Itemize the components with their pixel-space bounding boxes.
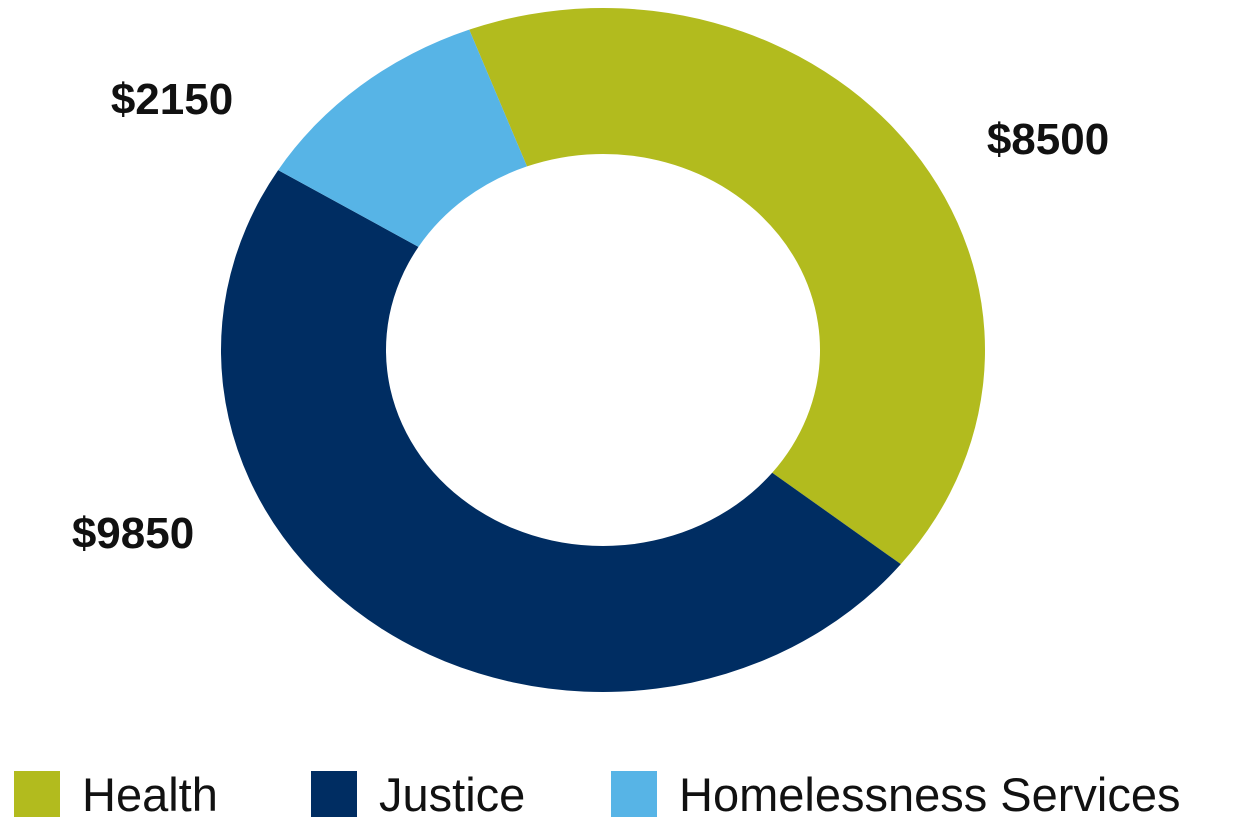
legend: Health Justice Homelessness Services — [14, 768, 1181, 821]
donut-slices — [220, 8, 985, 693]
slice-homelessness-services — [278, 29, 527, 247]
legend-swatch-health — [14, 771, 60, 817]
value-label-justice: $9850 — [72, 509, 194, 558]
legend-label-homelessness-services: Homelessness Services — [679, 768, 1181, 818]
value-label-health: $8500 — [987, 115, 1109, 164]
legend-swatch-homelessness-services — [611, 771, 657, 817]
slice-health — [469, 8, 985, 565]
legend-label-justice: Justice — [379, 768, 525, 818]
slice-justice — [220, 170, 901, 693]
legend-label-health: Health — [82, 768, 218, 818]
value-label-homelessness-services: $2150 — [111, 75, 233, 124]
legend-swatch-justice — [311, 771, 357, 817]
